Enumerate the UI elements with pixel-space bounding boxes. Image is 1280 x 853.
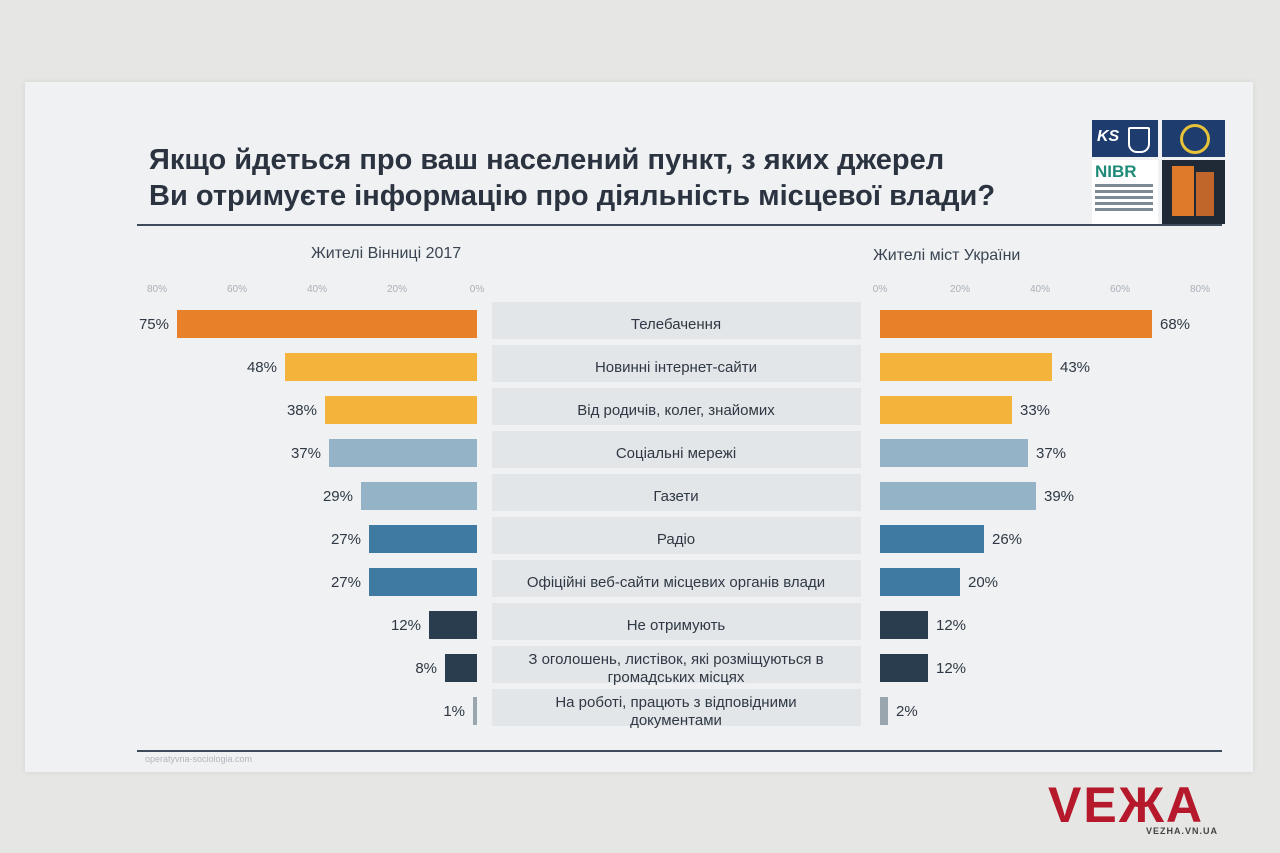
bottom-divider xyxy=(137,750,1222,752)
left-bar xyxy=(473,697,477,725)
building-icon-short xyxy=(1196,172,1214,216)
category-band xyxy=(492,517,861,554)
left-bar xyxy=(445,654,477,682)
right-bar xyxy=(880,654,928,682)
category-label: Новинні інтернет-сайти xyxy=(595,359,757,376)
category-band xyxy=(492,603,861,640)
left-bar xyxy=(285,353,477,381)
ks-logo: KS xyxy=(1092,120,1158,157)
left-bar-value: 75% xyxy=(139,316,169,333)
category-label: Від родичів, колег, знайомих xyxy=(577,402,775,419)
left-bar xyxy=(361,482,477,510)
seal-ring-icon xyxy=(1180,124,1210,154)
category-label: Газети xyxy=(653,488,698,505)
title-line-1: Якщо йдеться про ваш населений пункт, з … xyxy=(149,144,945,176)
category-band xyxy=(492,345,861,382)
category-label: громадських місцях xyxy=(608,669,745,686)
left-bar-value: 27% xyxy=(331,574,361,591)
shield-icon xyxy=(1128,127,1150,153)
right-bar xyxy=(880,525,984,553)
left-bar-value: 29% xyxy=(323,488,353,505)
right-bar-value: 20% xyxy=(968,574,998,591)
category-label: На роботі, працють з відповідними xyxy=(555,694,796,711)
category-label: З оголошень, листівок, які розміщуються … xyxy=(528,651,823,668)
title-divider xyxy=(137,224,1222,226)
left-axis-tick: 60% xyxy=(227,284,247,295)
right-bar-value: 68% xyxy=(1160,316,1190,333)
left-bar-value: 48% xyxy=(247,359,277,376)
right-series-title: Жителі міст України xyxy=(873,247,1021,264)
right-bar xyxy=(880,396,1012,424)
category-band xyxy=(492,474,861,511)
left-bar-value: 37% xyxy=(291,445,321,462)
category-band xyxy=(492,560,861,597)
building-logo xyxy=(1162,160,1225,224)
right-bar xyxy=(880,568,960,596)
seal-logo xyxy=(1162,120,1225,157)
left-bar xyxy=(325,396,477,424)
category-band xyxy=(492,388,861,425)
right-axis-tick: 60% xyxy=(1110,284,1130,295)
right-axis-tick: 40% xyxy=(1030,284,1050,295)
right-bar-value: 39% xyxy=(1044,488,1074,505)
watermark-brand: VEЖA xyxy=(1048,777,1204,833)
right-bar xyxy=(880,611,928,639)
watermark: VEЖA VEZHA.VN.UA xyxy=(1048,776,1268,846)
right-axis-tick: 0% xyxy=(873,284,888,295)
left-bar xyxy=(369,525,477,553)
left-bar-value: 27% xyxy=(331,531,361,548)
right-bar xyxy=(880,482,1036,510)
left-axis-tick: 40% xyxy=(307,284,327,295)
category-band xyxy=(492,302,861,339)
chart-title: Якщо йдеться про ваш населений пункт, з … xyxy=(149,142,1069,214)
left-axis-tick: 80% xyxy=(147,284,167,295)
right-bar-value: 26% xyxy=(992,531,1022,548)
right-bar xyxy=(880,310,1152,338)
left-series-title: Жителі Вінниці 2017 xyxy=(311,245,462,262)
left-bar-value: 38% xyxy=(287,402,317,419)
category-band xyxy=(492,689,861,726)
left-axis-tick: 0% xyxy=(470,284,485,295)
category-label: Радіо xyxy=(657,531,695,548)
left-bar-value: 12% xyxy=(391,617,421,634)
left-bar xyxy=(429,611,477,639)
right-bar xyxy=(880,439,1028,467)
building-icon-tall xyxy=(1172,166,1194,216)
title-line-2: Ви отримуєте інформацію про діяльність м… xyxy=(149,180,996,212)
right-bar-value: 12% xyxy=(936,617,966,634)
category-label: Не отримують xyxy=(627,617,726,634)
left-bar xyxy=(369,568,477,596)
nibr-logo-text: NIBR xyxy=(1095,162,1137,181)
left-bar xyxy=(177,310,477,338)
watermark-url: VEZHA.VN.UA xyxy=(1146,826,1219,836)
right-bar-value: 2% xyxy=(896,703,918,720)
right-axis-tick: 20% xyxy=(950,284,970,295)
partner-logos: KS NIBR xyxy=(1092,120,1225,224)
footer-url: operatyvna-sociologia.com xyxy=(145,754,253,764)
right-bar xyxy=(880,697,888,725)
right-bar-value: 12% xyxy=(936,660,966,677)
right-bar-value: 37% xyxy=(1036,445,1066,462)
right-bar-value: 43% xyxy=(1060,359,1090,376)
left-bar xyxy=(329,439,477,467)
right-bar xyxy=(880,353,1052,381)
category-label: документами xyxy=(630,712,722,729)
category-label: Соціальні мережі xyxy=(616,445,736,462)
right-axis-tick: 80% xyxy=(1190,284,1210,295)
left-bar-value: 8% xyxy=(415,660,437,677)
left-bar-value: 1% xyxy=(443,703,465,720)
category-band xyxy=(492,431,861,468)
right-bar-value: 33% xyxy=(1020,402,1050,419)
category-band xyxy=(492,646,861,683)
ks-logo-text: KS xyxy=(1097,128,1120,145)
category-label: Телебачення xyxy=(631,316,721,333)
left-axis-tick: 20% xyxy=(387,284,407,295)
category-label: Офіційні веб-сайти місцевих органів влад… xyxy=(527,574,825,591)
nibr-logo: NIBR xyxy=(1092,160,1158,224)
nibr-logo-subtext xyxy=(1095,184,1153,214)
